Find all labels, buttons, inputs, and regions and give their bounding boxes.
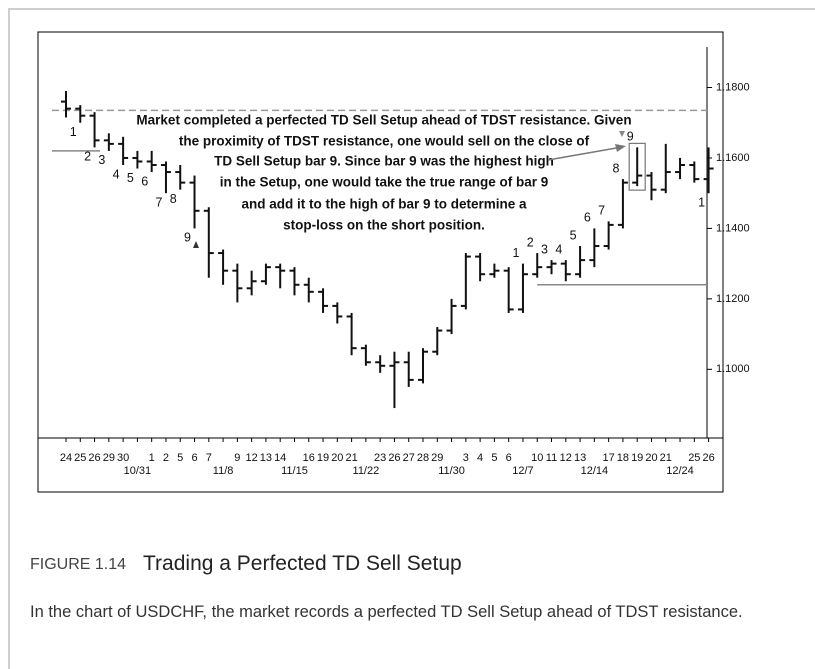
x-tick-label: 5: [491, 452, 497, 464]
x-tick-label: 12: [246, 452, 258, 464]
period-label: 12/7: [512, 465, 533, 477]
x-tick-label: 20: [331, 452, 343, 464]
setup-count: 7: [155, 195, 162, 209]
x-tick-label: 19: [631, 452, 643, 464]
x-tick-label: 26: [388, 452, 400, 464]
setup-count: 8: [170, 192, 177, 206]
x-tick-label: 13: [574, 452, 586, 464]
y-tick-label: 1.1000: [716, 363, 750, 375]
annotation-line: and add it to the high of bar 9 to deter…: [241, 197, 527, 212]
x-tick-label: 30: [117, 452, 129, 464]
x-tick-label: 28: [417, 452, 429, 464]
period-label: 12/14: [581, 465, 609, 477]
small-arrow: [193, 241, 199, 248]
x-tick-label: 21: [345, 452, 357, 464]
small-arrow: [619, 131, 625, 137]
setup-count: 1: [70, 125, 77, 139]
setup-count: 4: [113, 167, 120, 181]
setup-count: 9: [184, 231, 191, 245]
setup-count: 2: [84, 150, 91, 164]
y-tick-label: 1.1800: [716, 81, 750, 93]
annotation-line: in the Setup, one would take the true ra…: [220, 175, 549, 190]
annotation-line: Market completed a perfected TD Sell Set…: [136, 113, 631, 128]
period-label: 10/31: [124, 465, 152, 477]
x-tick-label: 4: [477, 452, 483, 464]
highlight-box: [628, 142, 646, 191]
arrowhead: [615, 144, 626, 152]
period-label: 11/22: [353, 465, 380, 477]
x-tick-label: 25: [688, 452, 700, 464]
period-label: 11/8: [213, 465, 234, 477]
annotation-line: stop-loss on the short position.: [283, 218, 485, 233]
period-label: 12/24: [666, 465, 694, 477]
period-label: 11/30: [438, 465, 465, 477]
figure-title: Trading a Perfected TD Sell Setup: [143, 552, 462, 575]
x-tick-label: 6: [506, 452, 512, 464]
frame: [8, 8, 815, 10]
y-tick-label: 1.1600: [716, 152, 750, 164]
x-tick-label: 24: [60, 452, 72, 464]
figure-number: FIGURE 1.14: [30, 556, 127, 573]
x-tick-label: 16: [303, 452, 315, 464]
x-tick-label: 3: [463, 452, 469, 464]
period-label: 11/15: [281, 465, 308, 477]
x-tick-label: 14: [274, 452, 286, 464]
x-tick-label: 21: [660, 452, 672, 464]
x-tick-label: 27: [403, 452, 415, 464]
x-tick-label: 2: [163, 452, 169, 464]
x-tick-label: 23: [374, 452, 386, 464]
setup-count: 9: [627, 130, 634, 144]
x-tick-label: 26: [702, 452, 714, 464]
x-tick-label: 20: [645, 452, 657, 464]
chart: Market completed a perfected TD Sell Set…: [37, 31, 750, 493]
x-tick-label: 11: [546, 452, 557, 464]
x-tick-label: 29: [431, 452, 443, 464]
annotation: Market completed a perfected TD Sell Set…: [136, 113, 631, 233]
x-tick-label: 29: [103, 452, 115, 464]
chart-border: [37, 31, 724, 493]
x-tick-label: 25: [74, 452, 86, 464]
setup-count: 5: [570, 228, 577, 242]
y-tick-label: 1.1200: [716, 293, 750, 305]
setup-count: 3: [541, 242, 548, 256]
x-tick-label: 17: [603, 452, 615, 464]
setup-count: 1: [698, 195, 705, 209]
setup-count: 8: [612, 161, 619, 175]
x-tick-label: 10: [531, 452, 543, 464]
annotation-line: the proximity of TDST resistance, one wo…: [179, 134, 590, 149]
x-tick-label: 9: [234, 452, 240, 464]
setup-count: 7: [598, 204, 605, 218]
x-tick-label: 5: [177, 452, 183, 464]
setup-count: 5: [127, 171, 134, 185]
x-tick-label: 6: [191, 452, 197, 464]
x-tick-label: 1: [149, 452, 155, 464]
setup-count: 3: [98, 153, 105, 167]
y-tick-label: 1.1400: [716, 222, 750, 234]
annotation-line: TD Sell Setup bar 9. Since bar 9 was the…: [214, 154, 554, 169]
x-tick-label: 18: [617, 452, 629, 464]
x-tick-label: 7: [206, 452, 212, 464]
setup-count: 6: [141, 174, 148, 188]
setup-count: 6: [584, 211, 591, 225]
arrow: [547, 146, 623, 161]
x-tick-label: 19: [317, 452, 329, 464]
frame: [8, 8, 10, 669]
setup-count: 1: [512, 246, 519, 260]
setup-count: 2: [527, 235, 534, 249]
x-tick-label: 13: [260, 452, 272, 464]
figure-caption: In the chart of USDCHF, the market recor…: [30, 603, 743, 621]
x-tick-label: 12: [560, 452, 572, 464]
setup-count: 4: [555, 242, 562, 256]
x-tick-label: 26: [88, 452, 100, 464]
